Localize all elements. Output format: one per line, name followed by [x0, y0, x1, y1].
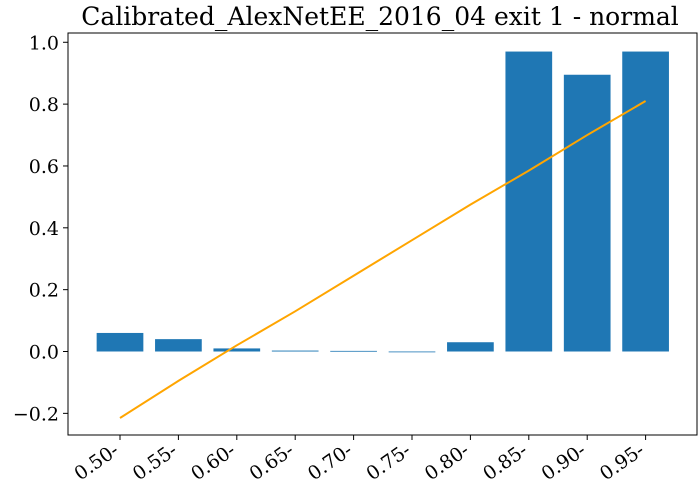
x-tick-label-6: 0.80- [421, 439, 474, 485]
y-tick-label-3: 0.4 [29, 218, 59, 240]
bar-4 [330, 350, 377, 352]
y-tick-label-2: 0.2 [29, 280, 59, 302]
x-tick-label-1: 0.55- [129, 439, 182, 485]
bar-0 [96, 332, 144, 352]
bar-5 [388, 351, 436, 353]
bar-7 [505, 51, 553, 352]
bar-8 [563, 74, 611, 352]
calibration-line [119, 100, 647, 419]
y-tick-label-6: 1.0 [29, 32, 59, 54]
bar-2 [213, 348, 261, 352]
bar-1 [155, 339, 202, 352]
axes-frame [67, 32, 698, 436]
x-tick-label-4: 0.70- [304, 439, 357, 485]
y-tick-label-4: 0.6 [29, 156, 59, 178]
x-tick-label-9: 0.95- [596, 439, 649, 485]
x-tick-label-0: 0.50- [70, 439, 123, 485]
x-tick-label-5: 0.75- [362, 439, 415, 485]
chart-title: Calibrated_AlexNetEE_2016_04 exit 1 - no… [81, 2, 679, 31]
x-tick-label-2: 0.60- [187, 439, 240, 485]
y-tick-label-1: 0.0 [29, 342, 59, 364]
x-tick-label-3: 0.65- [246, 439, 299, 485]
x-tick-label-7: 0.85- [479, 439, 532, 485]
bar-3 [271, 350, 319, 352]
bar-9 [622, 51, 669, 352]
bar-6 [447, 342, 494, 352]
x-tick-label-8: 0.90- [538, 439, 591, 485]
y-tick-label-5: 0.8 [29, 94, 59, 116]
plot-area [96, 51, 669, 419]
y-tick-label-0: −0.2 [13, 403, 59, 425]
